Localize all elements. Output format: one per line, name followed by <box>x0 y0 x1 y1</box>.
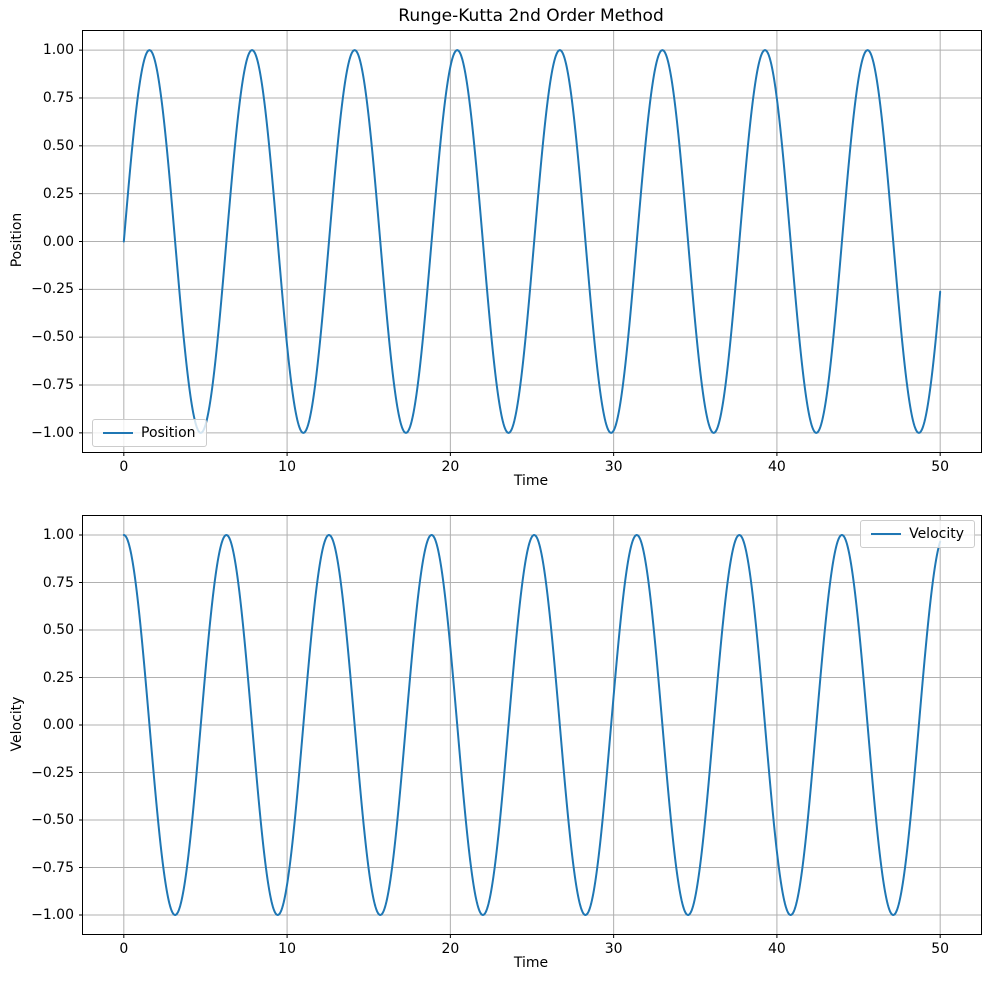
series-line-position <box>122 49 942 434</box>
y-tick-label: −0.50 <box>31 329 74 346</box>
y-tick-label: −0.25 <box>31 764 74 781</box>
y-tick-label: 0.00 <box>42 717 74 733</box>
axes-position-plot: Position 0 10 20 30 40 50 −1.00 −0.75 −0.50 −0.25… <box>31 30 982 475</box>
y-tick-label: −0.75 <box>31 377 74 394</box>
y-tick-label: 0.75 <box>42 574 74 591</box>
y-tick-label: 1.00 <box>42 42 74 59</box>
plot-canvas-position <box>79 31 981 456</box>
y-axis-label-position: Position <box>9 212 25 268</box>
y-tick-label: 0.50 <box>42 622 74 638</box>
x-axis-label-position: Time <box>513 473 549 489</box>
legend-label: Position <box>141 425 196 441</box>
y-tick-label: −1.00 <box>31 907 74 923</box>
y-axis-label-velocity: Velocity <box>9 696 25 752</box>
y-tick-label: 0.25 <box>42 185 74 202</box>
y-tick-label: −0.50 <box>31 812 74 828</box>
y-tick-label: −0.75 <box>31 859 74 876</box>
legend-line-sample <box>871 533 902 535</box>
legend-position: Position <box>92 419 207 447</box>
y-tick-label: 0.25 <box>42 669 74 686</box>
y-tick-label: −0.25 <box>31 281 74 298</box>
series-line-velocity <box>122 534 942 916</box>
y-tick-label: 0.75 <box>42 89 74 106</box>
legend-label: Velocity <box>909 526 964 542</box>
x-axis-label-velocity: Time <box>513 955 549 971</box>
axes-velocity-plot: Velocity 0 10 20 30 40 50 −1.00 −0.75 −0.50 −0.25… <box>31 515 982 957</box>
y-tick-label: −1.00 <box>31 424 74 441</box>
plot-title: Runge-Kutta 2nd Order Method <box>398 6 664 26</box>
plot-canvas-velocity <box>79 516 981 938</box>
y-tick-label: 0.00 <box>42 233 74 250</box>
legend-line-sample <box>103 432 133 434</box>
y-tick-label: 0.50 <box>42 137 74 154</box>
legend-velocity: Velocity <box>860 520 975 548</box>
y-tick-label: 1.00 <box>42 527 74 543</box>
